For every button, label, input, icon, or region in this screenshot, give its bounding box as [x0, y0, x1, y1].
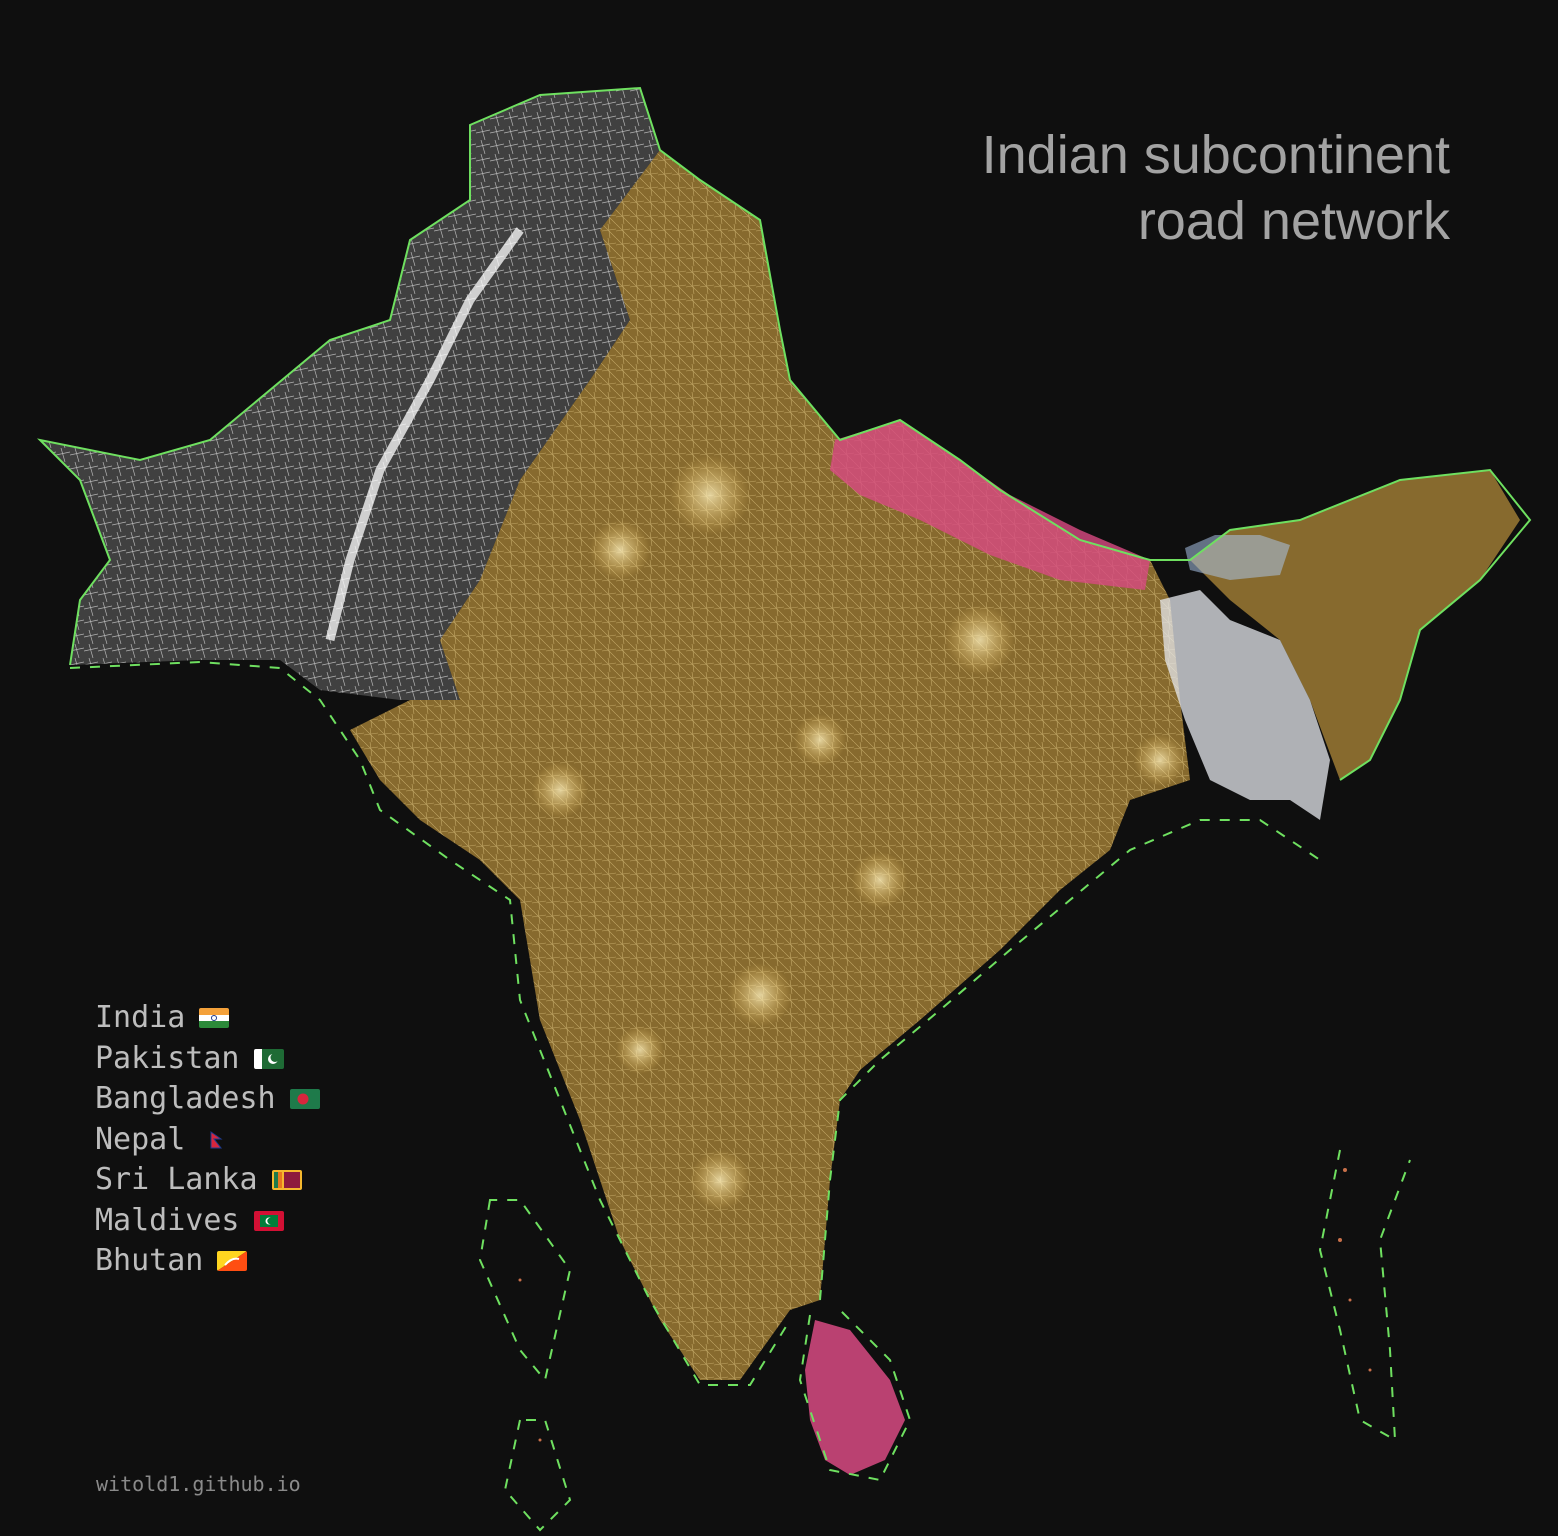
- legend-label: Nepal: [95, 1121, 186, 1157]
- sri-lanka-roads: [805, 1320, 905, 1475]
- land-border: [36, 86, 1532, 781]
- legend-label: Pakistan: [95, 1040, 240, 1076]
- map-title: Indian subcontinent road network: [982, 122, 1450, 254]
- legend-label: Maldives: [95, 1202, 240, 1238]
- credit-link[interactable]: witold1.github.io: [96, 1472, 301, 1496]
- legend-item-bhutan: Bhutan: [95, 1241, 320, 1282]
- pakistan-flag-icon: [253, 1048, 284, 1069]
- bangladesh-flag-icon: [289, 1089, 320, 1110]
- coastline: [69, 660, 1411, 1532]
- legend-item-india: India: [95, 998, 320, 1039]
- legend-label: Bangladesh: [95, 1081, 276, 1116]
- legend-item-nepal: Nepal: [95, 1120, 320, 1161]
- maldives-roads: [518, 1168, 1372, 1442]
- legend-item-maldives: Maldives: [95, 1201, 320, 1242]
- bhutan-flag-icon: [217, 1251, 248, 1272]
- sri-lanka-flag-icon: [271, 1170, 302, 1191]
- title-line-2: road network: [1137, 191, 1450, 251]
- legend-label: Bhutan: [95, 1243, 204, 1278]
- bhutan-roads: [1185, 535, 1290, 580]
- legend-item-bangladesh: Bangladesh: [95, 1079, 320, 1120]
- legend-item-sri-lanka: Sri Lanka: [95, 1160, 320, 1201]
- legend-item-pakistan: Pakistan: [95, 1039, 320, 1080]
- maldives-flag-icon: [253, 1210, 284, 1231]
- india-flag-icon: [199, 1008, 230, 1029]
- nepal-roads: [830, 420, 1150, 590]
- nepal-flag-icon: [210, 1130, 223, 1149]
- legend-label: India: [95, 1000, 186, 1035]
- legend: India Pakistan Bangladesh Nepal Sri Lank…: [95, 998, 320, 1282]
- title-line-1: Indian subcontinent: [981, 125, 1450, 185]
- legend-label: Sri Lanka: [95, 1162, 258, 1197]
- bangladesh-roads: [1160, 590, 1330, 820]
